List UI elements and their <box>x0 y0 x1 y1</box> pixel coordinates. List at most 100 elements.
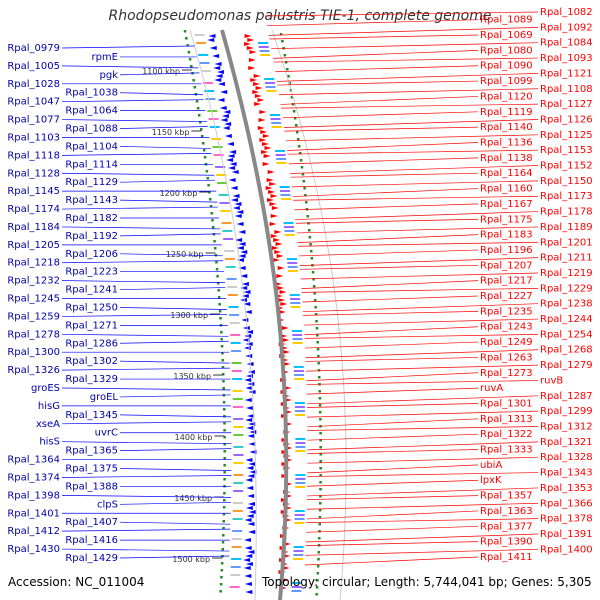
gene-label-reverse: Rpal_1374 <box>7 472 60 483</box>
gene-label-reverse: Rpal_1128 <box>7 168 60 179</box>
cog-block <box>295 442 306 444</box>
cog-block <box>264 78 275 80</box>
cog-block <box>225 266 236 268</box>
gene-label-reverse: Rpal_1206 <box>65 249 118 260</box>
gc-tick-inner <box>221 373 225 376</box>
reverse-label-leader <box>61 421 232 425</box>
gene-label-forward: Rpal_1084 <box>540 38 593 49</box>
cog-block <box>204 90 215 92</box>
gc-tick-outer <box>287 75 290 78</box>
gene-label-reverse: groEL <box>90 392 119 403</box>
gc-tick-outer <box>312 278 315 281</box>
kbp-tick-label: 1100 kbp <box>142 67 180 76</box>
gc-tick-inner <box>222 408 226 411</box>
reverse-label-leader <box>61 172 215 176</box>
gc-tick-outer <box>292 110 296 113</box>
gene-label-reverse: Rpal_1388 <box>65 481 118 492</box>
cog-block <box>223 238 234 240</box>
cog-block <box>211 138 222 140</box>
gc-tick-inner <box>217 296 221 299</box>
cog-block <box>227 286 238 288</box>
gene-label-reverse: pgk <box>100 70 119 81</box>
gc-tick-inner <box>218 310 222 313</box>
gc-tick-outer <box>319 474 322 477</box>
cog-block <box>292 330 303 332</box>
gc-tick-inner <box>220 345 224 348</box>
gene-label-forward: Rpal_1080 <box>480 45 533 56</box>
reverse-gene-arrow <box>247 502 255 506</box>
reverse-gene-arrow <box>219 106 227 110</box>
reverse-gene-arrow <box>217 98 225 102</box>
gene-label-reverse: Rpal_1326 <box>7 365 60 376</box>
gene-label-forward: Rpal_1343 <box>540 468 593 479</box>
forward-gene-arrow <box>257 126 265 130</box>
gene-label-reverse: groES <box>31 383 60 394</box>
reverse-label-leader <box>61 495 232 498</box>
cog-block <box>221 222 232 224</box>
forward-label-leader <box>306 403 479 408</box>
gene-label-reverse: Rpal_1205 <box>7 240 60 251</box>
cog-block <box>231 538 242 540</box>
reverse-gene-arrow <box>236 210 244 214</box>
gc-tick-inner <box>201 142 205 145</box>
forward-gene-arrow <box>252 90 260 94</box>
gene-label-forward: Rpal_1328 <box>540 452 593 463</box>
gene-label-forward: Rpal_1377 <box>480 521 533 532</box>
cog-block <box>222 230 233 232</box>
reverse-gene-arrow <box>213 66 221 70</box>
forward-gene-arrow <box>254 94 262 98</box>
gc-tick-inner <box>186 44 189 47</box>
gene-label-reverse: Rpal_1329 <box>65 374 118 385</box>
gc-tick-outer <box>315 586 319 589</box>
gc-tick-inner <box>218 303 221 306</box>
reverse-gene-arrow <box>208 34 216 38</box>
gene-label-forward: Rpal_1173 <box>540 191 593 202</box>
forward-gene-arrow <box>277 286 285 290</box>
forward-gene-arrow <box>282 578 290 582</box>
forward-gene-arrow <box>283 350 291 354</box>
gc-tick-outer <box>318 523 322 526</box>
forward-label-leader <box>299 257 539 266</box>
gc-tick-outer <box>316 334 319 337</box>
cog-block <box>230 342 241 344</box>
cog-block <box>276 162 287 164</box>
gene-label-reverse: Rpal_1064 <box>65 106 118 117</box>
forward-label-leader <box>266 19 479 27</box>
forward-label-leader <box>302 303 539 313</box>
reverse-gene-arrow <box>245 406 253 410</box>
gene-label-reverse: Rpal_1192 <box>65 231 118 242</box>
gc-tick-outer <box>313 299 317 302</box>
gc-tick-inner <box>220 338 223 341</box>
gene-label-forward: Rpal_1390 <box>480 537 533 548</box>
reverse-gene-arrow <box>248 530 256 534</box>
gene-label-reverse: Rpal_1302 <box>65 356 118 367</box>
gc-tick-outer <box>290 96 294 99</box>
reverse-gene-arrow <box>247 434 255 438</box>
forward-label-leader <box>307 472 539 477</box>
forward-gene-arrow <box>259 138 267 142</box>
forward-gene-arrow <box>265 186 273 190</box>
forward-gene-arrow <box>274 230 282 234</box>
gene-label-reverse: Rpal_1104 <box>65 141 118 152</box>
forward-label-leader <box>278 88 539 96</box>
reverse-gene-arrow <box>227 154 235 158</box>
gc-tick-inner <box>196 107 200 110</box>
forward-gene-arrow <box>270 214 278 218</box>
cog-block <box>213 154 224 156</box>
topology-text: Topology: circular; Length: 5,744,041 bp… <box>262 575 592 589</box>
reverse-gene-arrow <box>244 310 252 314</box>
gene-label-forward: Rpal_1321 <box>540 437 593 448</box>
forward-gene-arrow <box>270 194 278 198</box>
gc-tick-outer <box>281 40 284 43</box>
cog-block <box>293 366 304 368</box>
forward-label-leader <box>307 449 479 454</box>
kbp-tick-label: 1300 kbp <box>170 311 208 320</box>
reverse-label-leader <box>119 501 231 505</box>
gc-tick-inner <box>208 191 211 194</box>
forward-gene-arrow <box>255 86 263 90</box>
forward-label-leader <box>304 556 479 566</box>
gene-label-reverse: Rpal_0979 <box>7 43 60 54</box>
gc-tick-inner <box>223 415 226 418</box>
reverse-label-leader <box>61 548 230 552</box>
reverse-gene-arrow <box>247 550 255 554</box>
